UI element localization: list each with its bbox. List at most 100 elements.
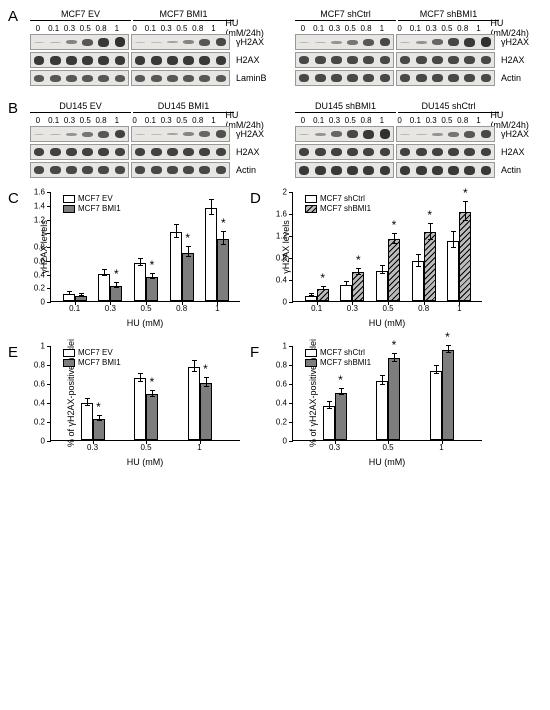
conc-label: 0.1: [311, 24, 327, 33]
blot-row: LaminB: [30, 70, 277, 86]
legend-label: MCF7 shCtrl: [320, 348, 365, 357]
y-tick-label: 0.4: [34, 399, 51, 408]
x-tick-label: 0.8: [418, 301, 429, 313]
conc-label: 0.8: [358, 24, 374, 33]
panel-letter: E: [8, 344, 22, 361]
y-axis-title: γH2AX levels: [39, 220, 49, 274]
conc-label: 0: [127, 24, 143, 33]
y-tick-label: 0: [283, 298, 293, 307]
condition-label: DU145 shCtrl: [398, 101, 499, 113]
y-tick-label: 0: [41, 298, 51, 307]
chart-legend: MCF7 shCtrlMCF7 shBMI1: [305, 194, 371, 214]
significance-star: *: [356, 253, 361, 267]
conc-label: 1: [109, 116, 125, 125]
y-tick-label: 0.4: [276, 399, 293, 408]
chart-bar: [182, 253, 194, 301]
conc-label: 0.5: [439, 24, 455, 33]
chart-bar: [146, 277, 158, 301]
significance-star: *: [203, 362, 208, 376]
conc-label: 1: [206, 24, 222, 33]
chart-bar: [459, 212, 471, 301]
conc-label: 0.5: [77, 116, 93, 125]
x-axis-title: HU (mM): [292, 457, 482, 467]
chart-bar: [447, 241, 459, 302]
x-tick-label: 0.5: [140, 440, 151, 452]
y-tick-label: 0.2: [276, 418, 293, 427]
x-axis-title: HU (mM): [50, 457, 240, 467]
chart-bar: [335, 393, 347, 441]
x-tick-label: 0.1: [311, 301, 322, 313]
blot-row: Actin: [295, 162, 542, 178]
chart-bar: [317, 289, 329, 301]
significance-star: *: [338, 373, 343, 387]
panel-letter: D: [250, 190, 264, 207]
chart-bar: [323, 406, 335, 440]
conc-label: 0: [295, 116, 311, 125]
legend-label: MCF7 shBMI1: [320, 358, 371, 367]
y-tick-label: 0.6: [34, 380, 51, 389]
significance-star: *: [150, 375, 155, 389]
significance-star: *: [150, 258, 155, 272]
conc-label: 1: [374, 116, 390, 125]
blot-row: H2AX: [30, 52, 277, 68]
condition-label: MCF7 EV: [30, 9, 131, 21]
blot-protein-label: γH2AX: [501, 37, 529, 47]
blot-group: DU145 EVDU145 BMI100.10.30.50.8100.10.30…: [30, 100, 277, 180]
conc-label: 0.3: [158, 24, 174, 33]
conc-label: 0.1: [142, 24, 158, 33]
blot-protein-label: γH2AX: [236, 129, 264, 139]
chart-legend: MCF7 EVMCF7 BMI1: [63, 194, 121, 214]
x-tick-label: 0.3: [105, 301, 116, 313]
conc-label: 0.5: [174, 24, 190, 33]
blot-row: γH2AX: [295, 126, 542, 142]
blot-protein-label: H2AX: [501, 55, 525, 65]
x-tick-label: 1: [215, 301, 219, 313]
panel-letter: F: [250, 344, 264, 361]
chart-legend: MCF7 shCtrlMCF7 shBMI1: [305, 348, 371, 368]
y-tick-label: 1: [41, 342, 51, 351]
chart-bar: [81, 403, 93, 440]
conc-label: 0.3: [62, 24, 78, 33]
chart-bar: [442, 350, 454, 440]
conc-label: 0.5: [174, 116, 190, 125]
conc-label: 0.5: [342, 24, 358, 33]
panel-letter: B: [8, 100, 22, 180]
significance-star: *: [221, 216, 226, 230]
legend-label: MCF7 EV: [78, 348, 113, 357]
legend-label: MCF7 BMI1: [78, 358, 121, 367]
condition-label: DU145 shBMI1: [295, 101, 396, 113]
significance-star: *: [185, 231, 190, 245]
condition-label: DU145 EV: [30, 101, 131, 113]
blot-row: H2AX: [295, 144, 542, 160]
y-tick-label: 2: [283, 188, 293, 197]
chart-C: C00.20.40.60.811.21.41.6γH2AX levels0.1*…: [22, 192, 240, 328]
y-tick-label: 0.8: [276, 361, 293, 370]
chart-bar: [63, 294, 75, 301]
legend-label: MCF7 shBMI1: [320, 204, 371, 213]
blot-protein-label: LaminB: [236, 73, 267, 83]
conc-label: 0.5: [439, 116, 455, 125]
x-tick-label: 0.5: [382, 301, 393, 313]
x-tick-label: 0.3: [329, 440, 340, 452]
blot-protein-label: Actin: [501, 165, 521, 175]
conc-label: 0: [295, 24, 311, 33]
blot-protein-label: γH2AX: [236, 37, 264, 47]
x-tick-label: 1: [197, 440, 201, 452]
y-tick-label: 1.6: [34, 188, 51, 197]
blot-protein-label: H2AX: [236, 147, 260, 157]
x-tick-label: 0.3: [347, 301, 358, 313]
x-tick-label: 0.5: [140, 301, 151, 313]
chart-bar: [200, 383, 212, 440]
conc-label: 0.3: [62, 116, 78, 125]
chart-bar: [376, 271, 388, 301]
conc-label: 0.3: [158, 116, 174, 125]
y-tick-label: 0.2: [34, 418, 51, 427]
condition-label: MCF7 shCtrl: [295, 9, 396, 21]
conc-label: 0.1: [311, 116, 327, 125]
conc-label: 0.1: [407, 116, 423, 125]
conc-label: 0.8: [93, 116, 109, 125]
chart-bar: [188, 367, 200, 440]
conc-label: 0.8: [455, 116, 471, 125]
blot-protein-label: γH2AX: [501, 129, 529, 139]
conc-label: 0.1: [46, 24, 62, 33]
